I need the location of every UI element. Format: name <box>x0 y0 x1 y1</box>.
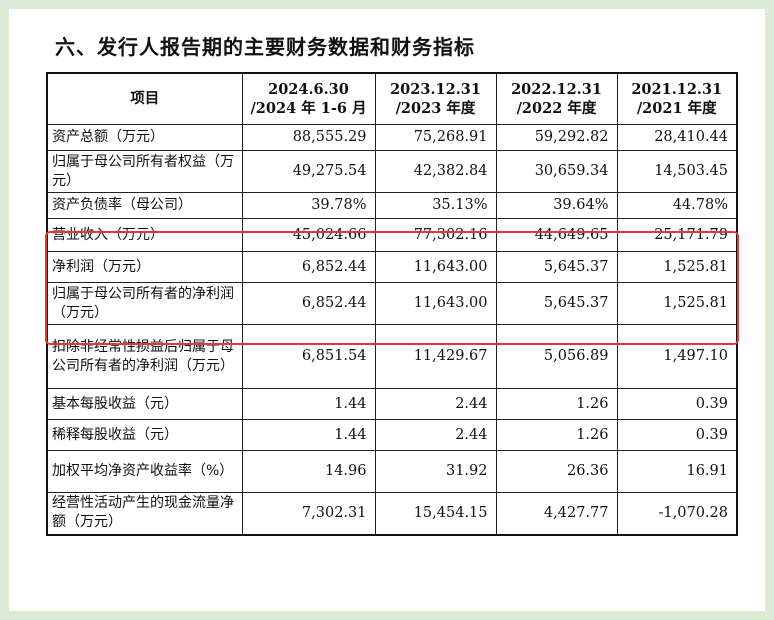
cell-value: 6,852.44 <box>241 251 376 283</box>
table-row: 扣除非经常性损益后归属于母公司所有者的净利润（万元） 6,851.54 11,4… <box>46 324 738 389</box>
cell-value: 2.44 <box>374 419 497 451</box>
cell-value: 11,643.00 <box>374 282 497 325</box>
header-item: 项目 <box>46 72 243 125</box>
cell-value: 16.91 <box>616 450 738 493</box>
row-label: 归属于母公司所有者的净利润（万元） <box>46 282 243 325</box>
header-2024h1: 2024.6.30 /2024 年 1-6 月 <box>241 72 376 125</box>
cell-value: 35.13% <box>374 192 497 219</box>
cell-value: 59,292.82 <box>495 124 618 151</box>
table-row: 资产总额（万元） 88,555.29 75,268.91 59,292.82 2… <box>46 124 738 151</box>
document-page: 六、发行人报告期的主要财务数据和财务指标 项目 2024.6.30 /2024 … <box>9 9 765 611</box>
cell-value: 7,302.31 <box>241 492 376 535</box>
cell-value: 88,555.29 <box>241 124 376 151</box>
cell-value: 44.78% <box>616 192 738 219</box>
table-header-row: 项目 2024.6.30 /2024 年 1-6 月 2023.12.31 /2… <box>46 72 738 125</box>
cell-value: 1.26 <box>495 388 618 420</box>
cell-value: 0.39 <box>616 388 738 420</box>
cell-value: 45,024.66 <box>241 218 376 252</box>
table-row: 资产负债率（母公司） 39.78% 35.13% 39.64% 44.78% <box>46 192 738 219</box>
cell-value: 0.39 <box>616 419 738 451</box>
row-label: 基本每股收益（元） <box>46 388 243 420</box>
cell-value: 44,649.65 <box>495 218 618 252</box>
row-label: 净利润（万元） <box>46 251 243 283</box>
header-2023: 2023.12.31 /2023 年度 <box>374 72 497 125</box>
table-row: 归属于母公司所有者权益（万元） 49,275.54 42,382.84 30,6… <box>46 150 738 193</box>
row-label: 经营性活动产生的现金流量净额（万元） <box>46 492 243 535</box>
cell-value: 5,056.89 <box>495 324 618 389</box>
table-row: 经营性活动产生的现金流量净额（万元） 7,302.31 15,454.15 4,… <box>46 492 738 535</box>
cell-value: 14,503.45 <box>616 150 738 193</box>
row-label: 扣除非经常性损益后归属于母公司所有者的净利润（万元） <box>46 324 243 389</box>
row-label: 营业收入（万元） <box>46 218 243 252</box>
cell-value: 26.36 <box>495 450 618 493</box>
row-label: 归属于母公司所有者权益（万元） <box>46 150 243 193</box>
table-row: 净利润（万元） 6,852.44 11,643.00 5,645.37 1,52… <box>46 251 738 283</box>
cell-value: 77,302.16 <box>374 218 497 252</box>
table-row: 基本每股收益（元） 1.44 2.44 1.26 0.39 <box>46 388 738 420</box>
cell-value: 6,851.54 <box>241 324 376 389</box>
financial-data-table: 项目 2024.6.30 /2024 年 1-6 月 2023.12.31 /2… <box>46 72 738 536</box>
cell-value: 1,525.81 <box>616 282 738 325</box>
cell-value: 31.92 <box>374 450 497 493</box>
cell-value: 25,171.79 <box>616 218 738 252</box>
row-label: 资产负债率（母公司） <box>46 192 243 219</box>
cell-value: 11,429.67 <box>374 324 497 389</box>
cell-value: -1,070.28 <box>616 492 738 535</box>
header-2022: 2022.12.31 /2022 年度 <box>495 72 618 125</box>
table-row: 加权平均净资产收益率（%） 14.96 31.92 26.36 16.91 <box>46 450 738 493</box>
table-row: 营业收入（万元） 45,024.66 77,302.16 44,649.65 2… <box>46 218 738 252</box>
cell-value: 39.78% <box>241 192 376 219</box>
cell-value: 4,427.77 <box>495 492 618 535</box>
cell-value: 15,454.15 <box>374 492 497 535</box>
cell-value: 1,497.10 <box>616 324 738 389</box>
row-label: 加权平均净资产收益率（%） <box>46 450 243 493</box>
cell-value: 1,525.81 <box>616 251 738 283</box>
row-label: 资产总额（万元） <box>46 124 243 151</box>
cell-value: 14.96 <box>241 450 376 493</box>
table-row: 归属于母公司所有者的净利润（万元） 6,852.44 11,643.00 5,6… <box>46 282 738 325</box>
cell-value: 30,659.34 <box>495 150 618 193</box>
cell-value: 11,643.00 <box>374 251 497 283</box>
cell-value: 1.44 <box>241 419 376 451</box>
cell-value: 42,382.84 <box>374 150 497 193</box>
cell-value: 5,645.37 <box>495 251 618 283</box>
row-label: 稀释每股收益（元） <box>46 419 243 451</box>
table-row: 稀释每股收益（元） 1.44 2.44 1.26 0.39 <box>46 419 738 451</box>
cell-value: 6,852.44 <box>241 282 376 325</box>
section-title: 六、发行人报告期的主要财务数据和财务指标 <box>55 35 475 59</box>
cell-value: 2.44 <box>374 388 497 420</box>
cell-value: 28,410.44 <box>616 124 738 151</box>
cell-value: 1.44 <box>241 388 376 420</box>
cell-value: 75,268.91 <box>374 124 497 151</box>
cell-value: 49,275.54 <box>241 150 376 193</box>
cell-value: 1.26 <box>495 419 618 451</box>
header-2021: 2021.12.31 /2021 年度 <box>616 72 738 125</box>
cell-value: 39.64% <box>495 192 618 219</box>
cell-value: 5,645.37 <box>495 282 618 325</box>
